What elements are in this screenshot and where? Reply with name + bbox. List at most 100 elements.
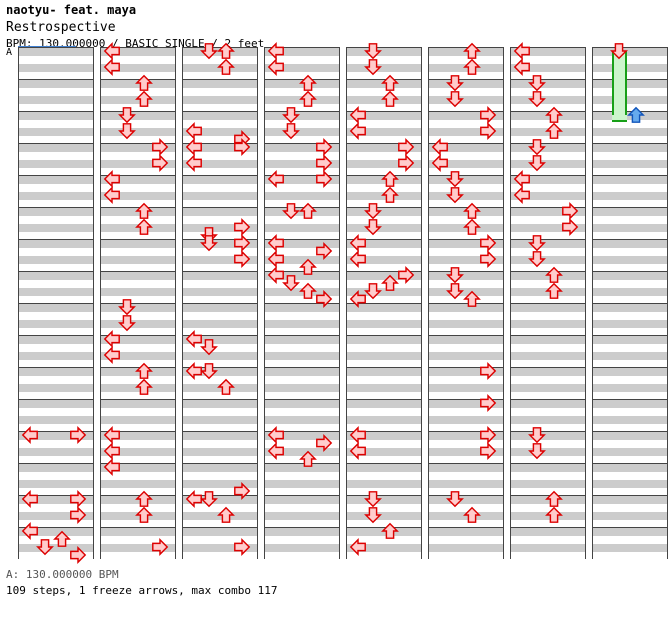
measure[interactable] <box>264 143 340 175</box>
measure[interactable] <box>182 463 258 495</box>
measure[interactable] <box>592 527 668 559</box>
measure[interactable] <box>182 367 258 399</box>
measure[interactable] <box>592 495 668 527</box>
measure[interactable] <box>510 463 586 495</box>
measure[interactable] <box>346 367 422 399</box>
measure[interactable] <box>592 175 668 207</box>
measure[interactable] <box>100 79 176 111</box>
measure[interactable] <box>182 495 258 527</box>
measure[interactable] <box>592 335 668 367</box>
measure[interactable] <box>264 79 340 111</box>
measure[interactable] <box>592 271 668 303</box>
chart-column[interactable] <box>346 43 422 559</box>
measure[interactable] <box>428 303 504 335</box>
measure[interactable] <box>346 143 422 175</box>
measure[interactable] <box>182 399 258 431</box>
measure[interactable] <box>346 271 422 303</box>
measure[interactable] <box>100 431 176 463</box>
measure[interactable] <box>18 367 94 399</box>
measure[interactable] <box>264 111 340 143</box>
measure[interactable] <box>100 463 176 495</box>
measure[interactable] <box>428 47 504 79</box>
measure[interactable] <box>592 399 668 431</box>
measure[interactable] <box>100 495 176 527</box>
chart-column[interactable] <box>182 42 258 559</box>
measure[interactable] <box>346 111 422 143</box>
measure[interactable] <box>18 143 94 175</box>
measure[interactable] <box>510 143 586 175</box>
measure[interactable] <box>428 79 504 111</box>
chart-column[interactable] <box>592 43 668 559</box>
measure[interactable] <box>346 463 422 495</box>
measure[interactable] <box>346 303 422 335</box>
measure[interactable] <box>592 111 668 143</box>
measure[interactable] <box>346 495 422 527</box>
measure[interactable] <box>264 335 340 367</box>
measure[interactable] <box>18 207 94 239</box>
measure[interactable] <box>100 303 176 335</box>
measure[interactable] <box>346 335 422 367</box>
measure[interactable] <box>18 271 94 303</box>
measure[interactable] <box>592 367 668 399</box>
chart-column[interactable] <box>264 42 340 559</box>
measure[interactable] <box>592 431 668 463</box>
measure[interactable] <box>182 271 258 303</box>
measure[interactable] <box>592 239 668 271</box>
measure[interactable] <box>182 239 258 271</box>
measure[interactable] <box>346 527 422 559</box>
chart-column[interactable] <box>100 42 176 559</box>
measure[interactable] <box>264 47 340 79</box>
measure[interactable] <box>510 239 586 271</box>
measure[interactable] <box>428 335 504 367</box>
measure[interactable] <box>264 399 340 431</box>
measure[interactable] <box>592 79 668 111</box>
measure[interactable] <box>18 399 94 431</box>
measure[interactable] <box>264 463 340 495</box>
measure[interactable] <box>510 47 586 79</box>
measure[interactable] <box>100 367 176 399</box>
measure[interactable] <box>264 239 340 271</box>
measure[interactable] <box>346 47 422 79</box>
measure[interactable] <box>264 303 340 335</box>
measure[interactable] <box>428 495 504 527</box>
measure[interactable] <box>18 527 94 559</box>
measure[interactable] <box>264 175 340 207</box>
measure[interactable] <box>100 143 176 175</box>
measure[interactable] <box>182 335 258 367</box>
measure[interactable] <box>428 463 504 495</box>
measure[interactable] <box>264 271 340 303</box>
measure[interactable] <box>510 335 586 367</box>
measure[interactable] <box>510 303 586 335</box>
measure[interactable] <box>510 207 586 239</box>
measure[interactable] <box>100 239 176 271</box>
measure[interactable] <box>428 271 504 303</box>
measure[interactable] <box>182 143 258 175</box>
measure[interactable] <box>18 335 94 367</box>
measure[interactable] <box>346 79 422 111</box>
measure[interactable] <box>18 47 94 79</box>
measure[interactable] <box>510 527 586 559</box>
measure[interactable] <box>592 463 668 495</box>
measure[interactable] <box>592 303 668 335</box>
measure[interactable] <box>264 527 340 559</box>
measure[interactable] <box>18 175 94 207</box>
measure[interactable] <box>510 79 586 111</box>
chart-column[interactable] <box>18 47 94 564</box>
measure[interactable] <box>100 271 176 303</box>
measure[interactable] <box>510 399 586 431</box>
measure[interactable] <box>510 271 586 303</box>
measure[interactable] <box>100 175 176 207</box>
measure[interactable] <box>428 367 504 399</box>
measure[interactable] <box>264 431 340 463</box>
measure[interactable] <box>428 111 504 143</box>
measure[interactable] <box>182 111 258 143</box>
measure[interactable] <box>346 399 422 431</box>
measure[interactable] <box>264 495 340 527</box>
measure[interactable] <box>510 431 586 463</box>
measure[interactable] <box>18 463 94 495</box>
measure[interactable] <box>100 335 176 367</box>
measure[interactable] <box>264 367 340 399</box>
measure[interactable] <box>100 111 176 143</box>
measure[interactable] <box>428 431 504 463</box>
measure[interactable] <box>100 207 176 239</box>
